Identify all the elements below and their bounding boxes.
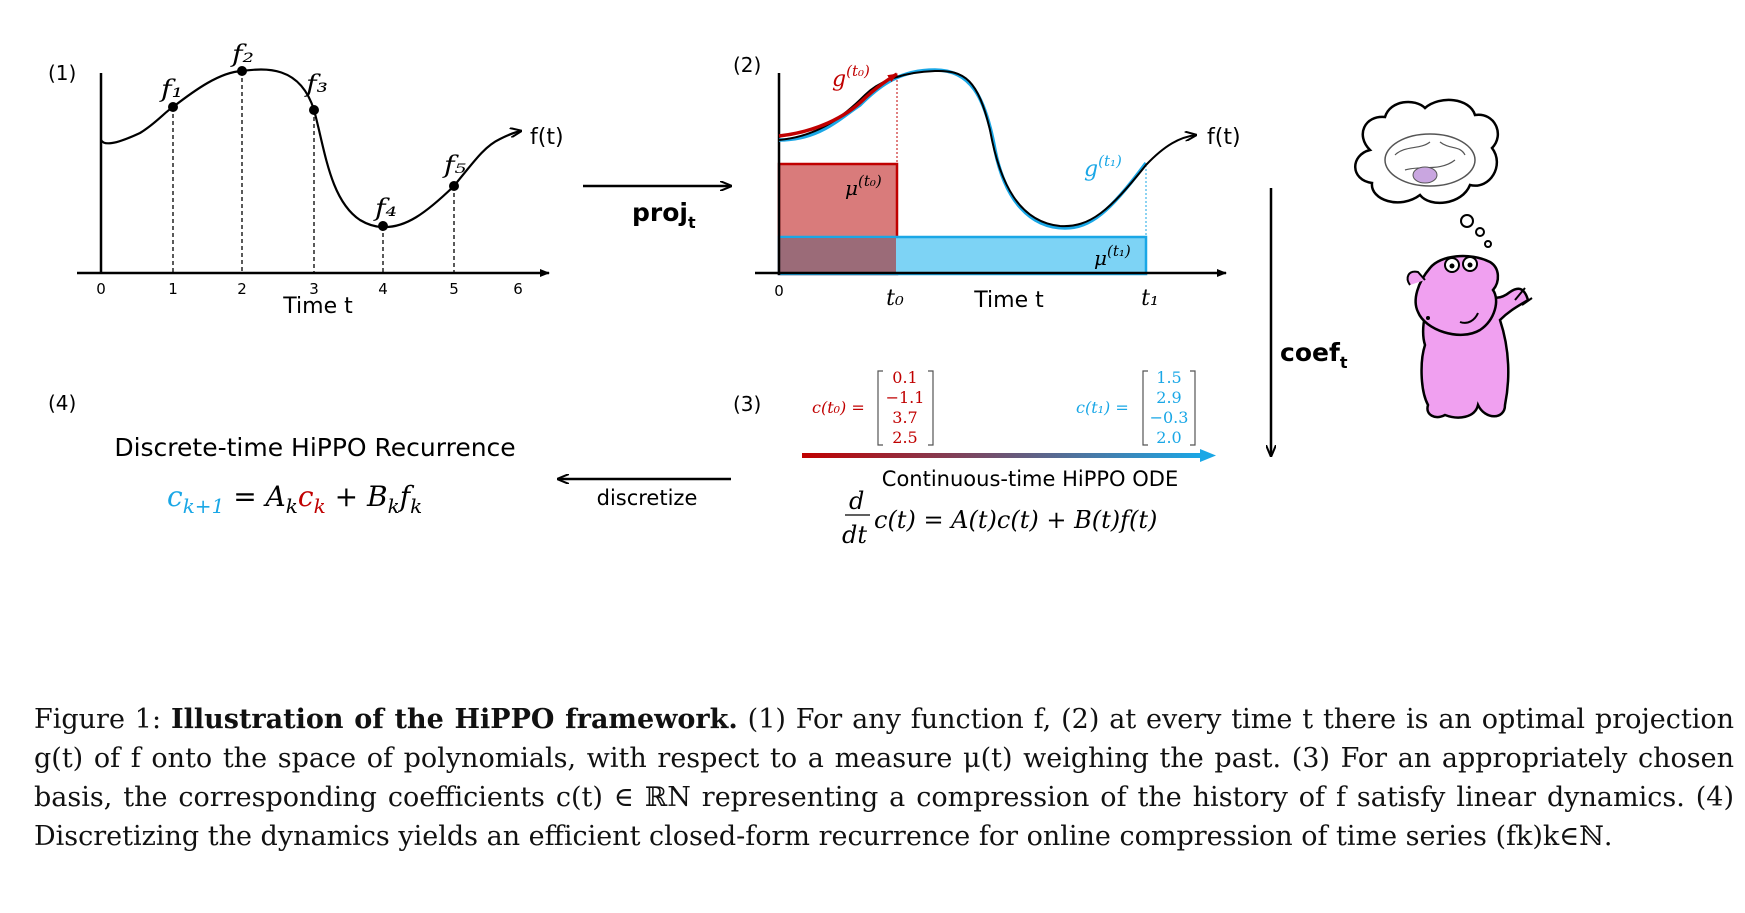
c-t1-value: −0.3 [1150,408,1189,427]
panel-2-x-label: Time t [973,288,1044,313]
c-t1-value: 2.9 [1156,388,1181,407]
panel-1: (1) f₁ f₂ f₃ f₄ f₅ f(t) 0 1 2 3 4 5 [48,40,564,319]
c-t1-value: 1.5 [1156,368,1181,387]
tick-2: 2 [237,280,247,298]
gradient-arrow [802,453,1202,458]
c-t0-value: 0.1 [892,368,917,387]
coef-label: coeft [1280,338,1348,372]
tick-0: 0 [96,280,106,298]
discretize-label: discretize [597,486,698,510]
c-t1-bracket-left [1142,370,1148,446]
panel-2-function-label: f(t) [1207,125,1241,150]
tick-1: 1 [168,280,178,298]
discretize-arrow: discretize [558,479,731,510]
panel-3-tag: (3) [733,392,761,416]
coef-arrow: coeft [1271,188,1348,456]
label-f5: f₅ [442,151,467,179]
measure-overlap [780,238,896,273]
caption-text: (1) For any function f, (2) at every tim… [34,704,1734,852]
point-f2 [237,66,247,76]
panel-2-tag: (2) [733,53,761,77]
point-f1 [168,102,178,112]
tick-4: 4 [378,280,388,298]
tick-6: 6 [513,280,523,298]
panel-2-t0: t₀ [886,286,904,311]
caption-label: Figure 1: [34,704,162,735]
panel-1-ticks: 0 1 2 3 4 5 6 [96,280,523,298]
c-t0-bracket-right [928,370,934,446]
svg-text:c(t) = A(t)c(t) + B(t)f(t): c(t) = A(t)c(t) + B(t)f(t) [874,506,1157,534]
c-t0-value: 2.5 [892,428,917,447]
point-labels: f₁ f₂ f₃ f₄ f₅ [159,40,467,222]
c-t0-value: 3.7 [892,408,917,427]
label-f1: f₁ [159,75,183,103]
function-curve [100,68,521,229]
panel-1-function-label: f(t) [530,125,564,150]
panel-3: (3) c(t₀) = 0.1 −1.1 3.7 2.5 c(t₁) = 1.5… [733,368,1216,549]
panel-2-origin: 0 [774,282,784,300]
hippo-illustration [1354,98,1533,419]
tick-5: 5 [449,280,459,298]
proj-arrow: projt [583,186,731,232]
c-t0-value: −1.1 [886,388,925,407]
ode-equation: d dt c(t) = A(t)c(t) + B(t)f(t) [842,487,1157,549]
recurrence-equation: ck+1 = Akck + Bkfk [167,480,422,518]
c-t1-bracket-right [1190,370,1196,446]
point-f3 [309,105,319,115]
label-g-t1: g(t₁) [1084,152,1122,182]
c-t0-bracket-left [877,370,883,446]
panel-1-tag: (1) [48,61,76,85]
panel-1-x-label: Time t [282,294,353,319]
panel-4: (4) Discrete-time HiPPO Recurrence ck+1 … [48,391,516,518]
svg-text:dt: dt [842,521,867,549]
approximation-g-t0 [778,72,898,138]
panel-2-function-curve [778,69,1196,228]
label-g-t0: g(t₀) [832,62,870,92]
point-f5 [449,181,459,191]
label-f3: f₃ [304,70,328,98]
proj-label: projt [632,198,696,232]
point-f4 [378,221,388,231]
caption-bold: Illustration of the HiPPO framework. [170,704,738,735]
tick-3: 3 [309,280,319,298]
c-t1-value: 2.0 [1156,428,1181,447]
panel-3-title: Continuous-time HiPPO ODE [882,467,1178,491]
c-t1-label: c(t₁) = [1076,398,1129,417]
figure-caption: Figure 1: Illustration of the HiPPO fram… [34,700,1734,856]
panel-4-title: Discrete-time HiPPO Recurrence [114,433,515,462]
svg-text:d: d [849,487,864,515]
c-t0-label: c(t₀) = [812,398,865,417]
label-mu-t0: μ(t₀) [845,172,882,200]
label-f2: f₂ [230,40,254,68]
c-t0-values: 0.1 −1.1 3.7 2.5 [886,368,925,447]
panel-2-t1: t₁ [1141,286,1159,311]
panel-4-tag: (4) [48,391,76,415]
c-t1-values: 1.5 2.9 −0.3 2.0 [1150,368,1189,447]
panel-2: (2) f(t) g(t₀) g(t₁) μ(t₀) μ(t₁) 0 t₀ Ti… [733,53,1241,313]
label-f4: f₄ [373,194,397,222]
